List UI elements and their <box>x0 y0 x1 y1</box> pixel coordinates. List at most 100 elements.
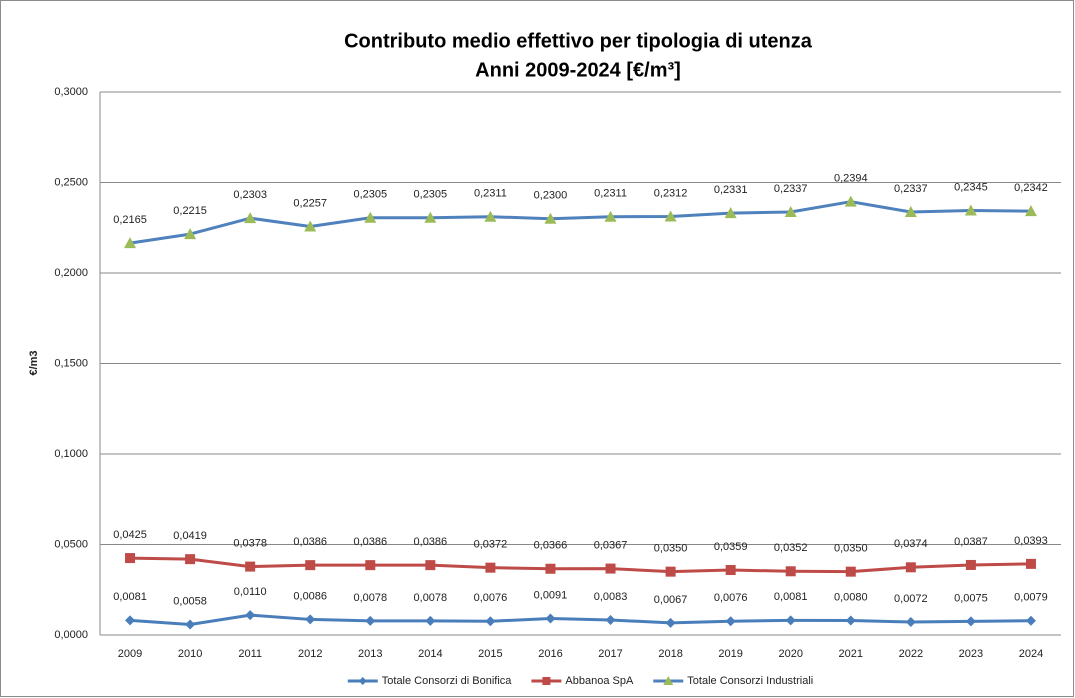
marker <box>964 204 977 216</box>
x-tick-label: 2012 <box>298 648 322 660</box>
data-label: 0,0076 <box>474 592 508 604</box>
data-label: 0,0350 <box>834 543 868 555</box>
x-tick-label: 2024 <box>1019 648 1043 660</box>
data-label: 0,0079 <box>1014 592 1048 604</box>
data-label: 0,2337 <box>774 183 808 195</box>
chart-title: Contributo medio effettivo per tipologia… <box>344 30 813 52</box>
marker <box>664 210 677 222</box>
x-tick-label: 2023 <box>959 648 983 660</box>
x-tick-label: 2014 <box>418 648 442 660</box>
legend-marker <box>663 676 674 685</box>
marker <box>904 206 917 218</box>
data-label: 0,0110 <box>234 586 267 598</box>
marker <box>425 560 436 571</box>
data-label: 0,2305 <box>353 189 387 201</box>
marker <box>185 619 196 630</box>
data-label: 0,0091 <box>534 589 568 601</box>
marker <box>784 206 797 218</box>
y-tick-label: 0,2500 <box>54 176 88 188</box>
marker <box>424 211 437 223</box>
y-tick-label: 0,0000 <box>54 629 88 641</box>
marker <box>125 553 136 564</box>
data-label: 0,2331 <box>714 184 748 196</box>
data-label: 0,0372 <box>474 539 508 551</box>
marker <box>305 560 316 571</box>
marker <box>425 615 436 626</box>
marker <box>545 563 556 574</box>
series-line <box>130 556 1031 574</box>
data-label: 0,0076 <box>714 592 748 604</box>
data-label: 0,0081 <box>113 591 147 603</box>
data-label: 0,2312 <box>654 187 688 199</box>
marker <box>124 237 137 249</box>
x-tick-label: 2013 <box>358 648 382 660</box>
marker <box>305 614 316 625</box>
marker <box>725 616 736 627</box>
series-line <box>129 200 1031 245</box>
data-label: 0,0067 <box>654 594 688 606</box>
x-tick-label: 2010 <box>178 648 202 660</box>
x-tick-label: 2020 <box>778 648 802 660</box>
data-label: 0,0352 <box>774 542 808 554</box>
data-label: 0,0387 <box>954 536 988 548</box>
marker <box>245 610 256 621</box>
marker <box>545 613 556 624</box>
marker <box>364 211 377 223</box>
x-tick-label: 2022 <box>899 648 923 660</box>
data-label: 0,2394 <box>834 173 868 185</box>
data-label: 0,0078 <box>353 592 387 604</box>
x-tick-label: 2017 <box>598 648 622 660</box>
marker <box>725 565 736 576</box>
marker <box>844 195 857 207</box>
data-label: 0,0058 <box>173 595 207 607</box>
data-label: 0,2311 <box>474 188 507 200</box>
data-label: 0,2345 <box>954 181 988 193</box>
marker <box>665 566 676 577</box>
data-label: 0,0386 <box>353 536 387 548</box>
legend-marker <box>358 677 367 685</box>
legend-label: Totale Consorzi di Bonifica <box>382 675 513 687</box>
marker <box>484 210 497 222</box>
data-label: 0,0378 <box>233 537 267 549</box>
data-label: 0,2257 <box>293 197 327 209</box>
marker <box>1025 615 1036 626</box>
data-label: 0,0083 <box>594 591 628 603</box>
x-tick-label: 2018 <box>658 648 682 660</box>
marker <box>845 566 856 577</box>
marker <box>785 566 796 577</box>
data-label: 0,2303 <box>233 189 267 201</box>
x-tick-label: 2021 <box>839 648 863 660</box>
marker <box>1024 205 1037 217</box>
data-label: 0,2165 <box>113 214 147 226</box>
data-label: 0,2215 <box>173 205 207 217</box>
marker <box>1025 558 1036 569</box>
data-label: 0,0425 <box>113 529 147 541</box>
marker <box>665 617 676 628</box>
x-tick-label: 2015 <box>478 648 502 660</box>
data-label: 0,0419 <box>173 530 207 542</box>
data-label: 0,0075 <box>954 592 988 604</box>
marker <box>485 562 496 573</box>
data-label: 0,0367 <box>594 539 628 551</box>
series-line <box>129 613 1031 627</box>
data-label: 0,0366 <box>534 540 568 552</box>
data-label: 0,2300 <box>534 190 568 202</box>
y-tick-label: 0,2000 <box>54 267 88 279</box>
x-tick-label: 2009 <box>118 648 142 660</box>
legend-marker <box>542 677 551 685</box>
x-tick-label: 2016 <box>538 648 562 660</box>
chart-subtitle: Anni 2009-2024 [€/m³] <box>475 59 681 81</box>
marker <box>604 210 617 222</box>
data-label: 0,0080 <box>834 591 868 603</box>
marker <box>185 554 196 565</box>
marker <box>785 615 796 626</box>
x-tick-label: 2011 <box>238 648 262 660</box>
y-tick-label: 0,0500 <box>54 538 88 550</box>
data-label: 0,0386 <box>414 536 448 548</box>
y-tick-label: 0,1500 <box>54 357 88 369</box>
data-label: 0,2337 <box>894 183 928 195</box>
marker <box>125 615 136 626</box>
marker <box>965 616 976 627</box>
